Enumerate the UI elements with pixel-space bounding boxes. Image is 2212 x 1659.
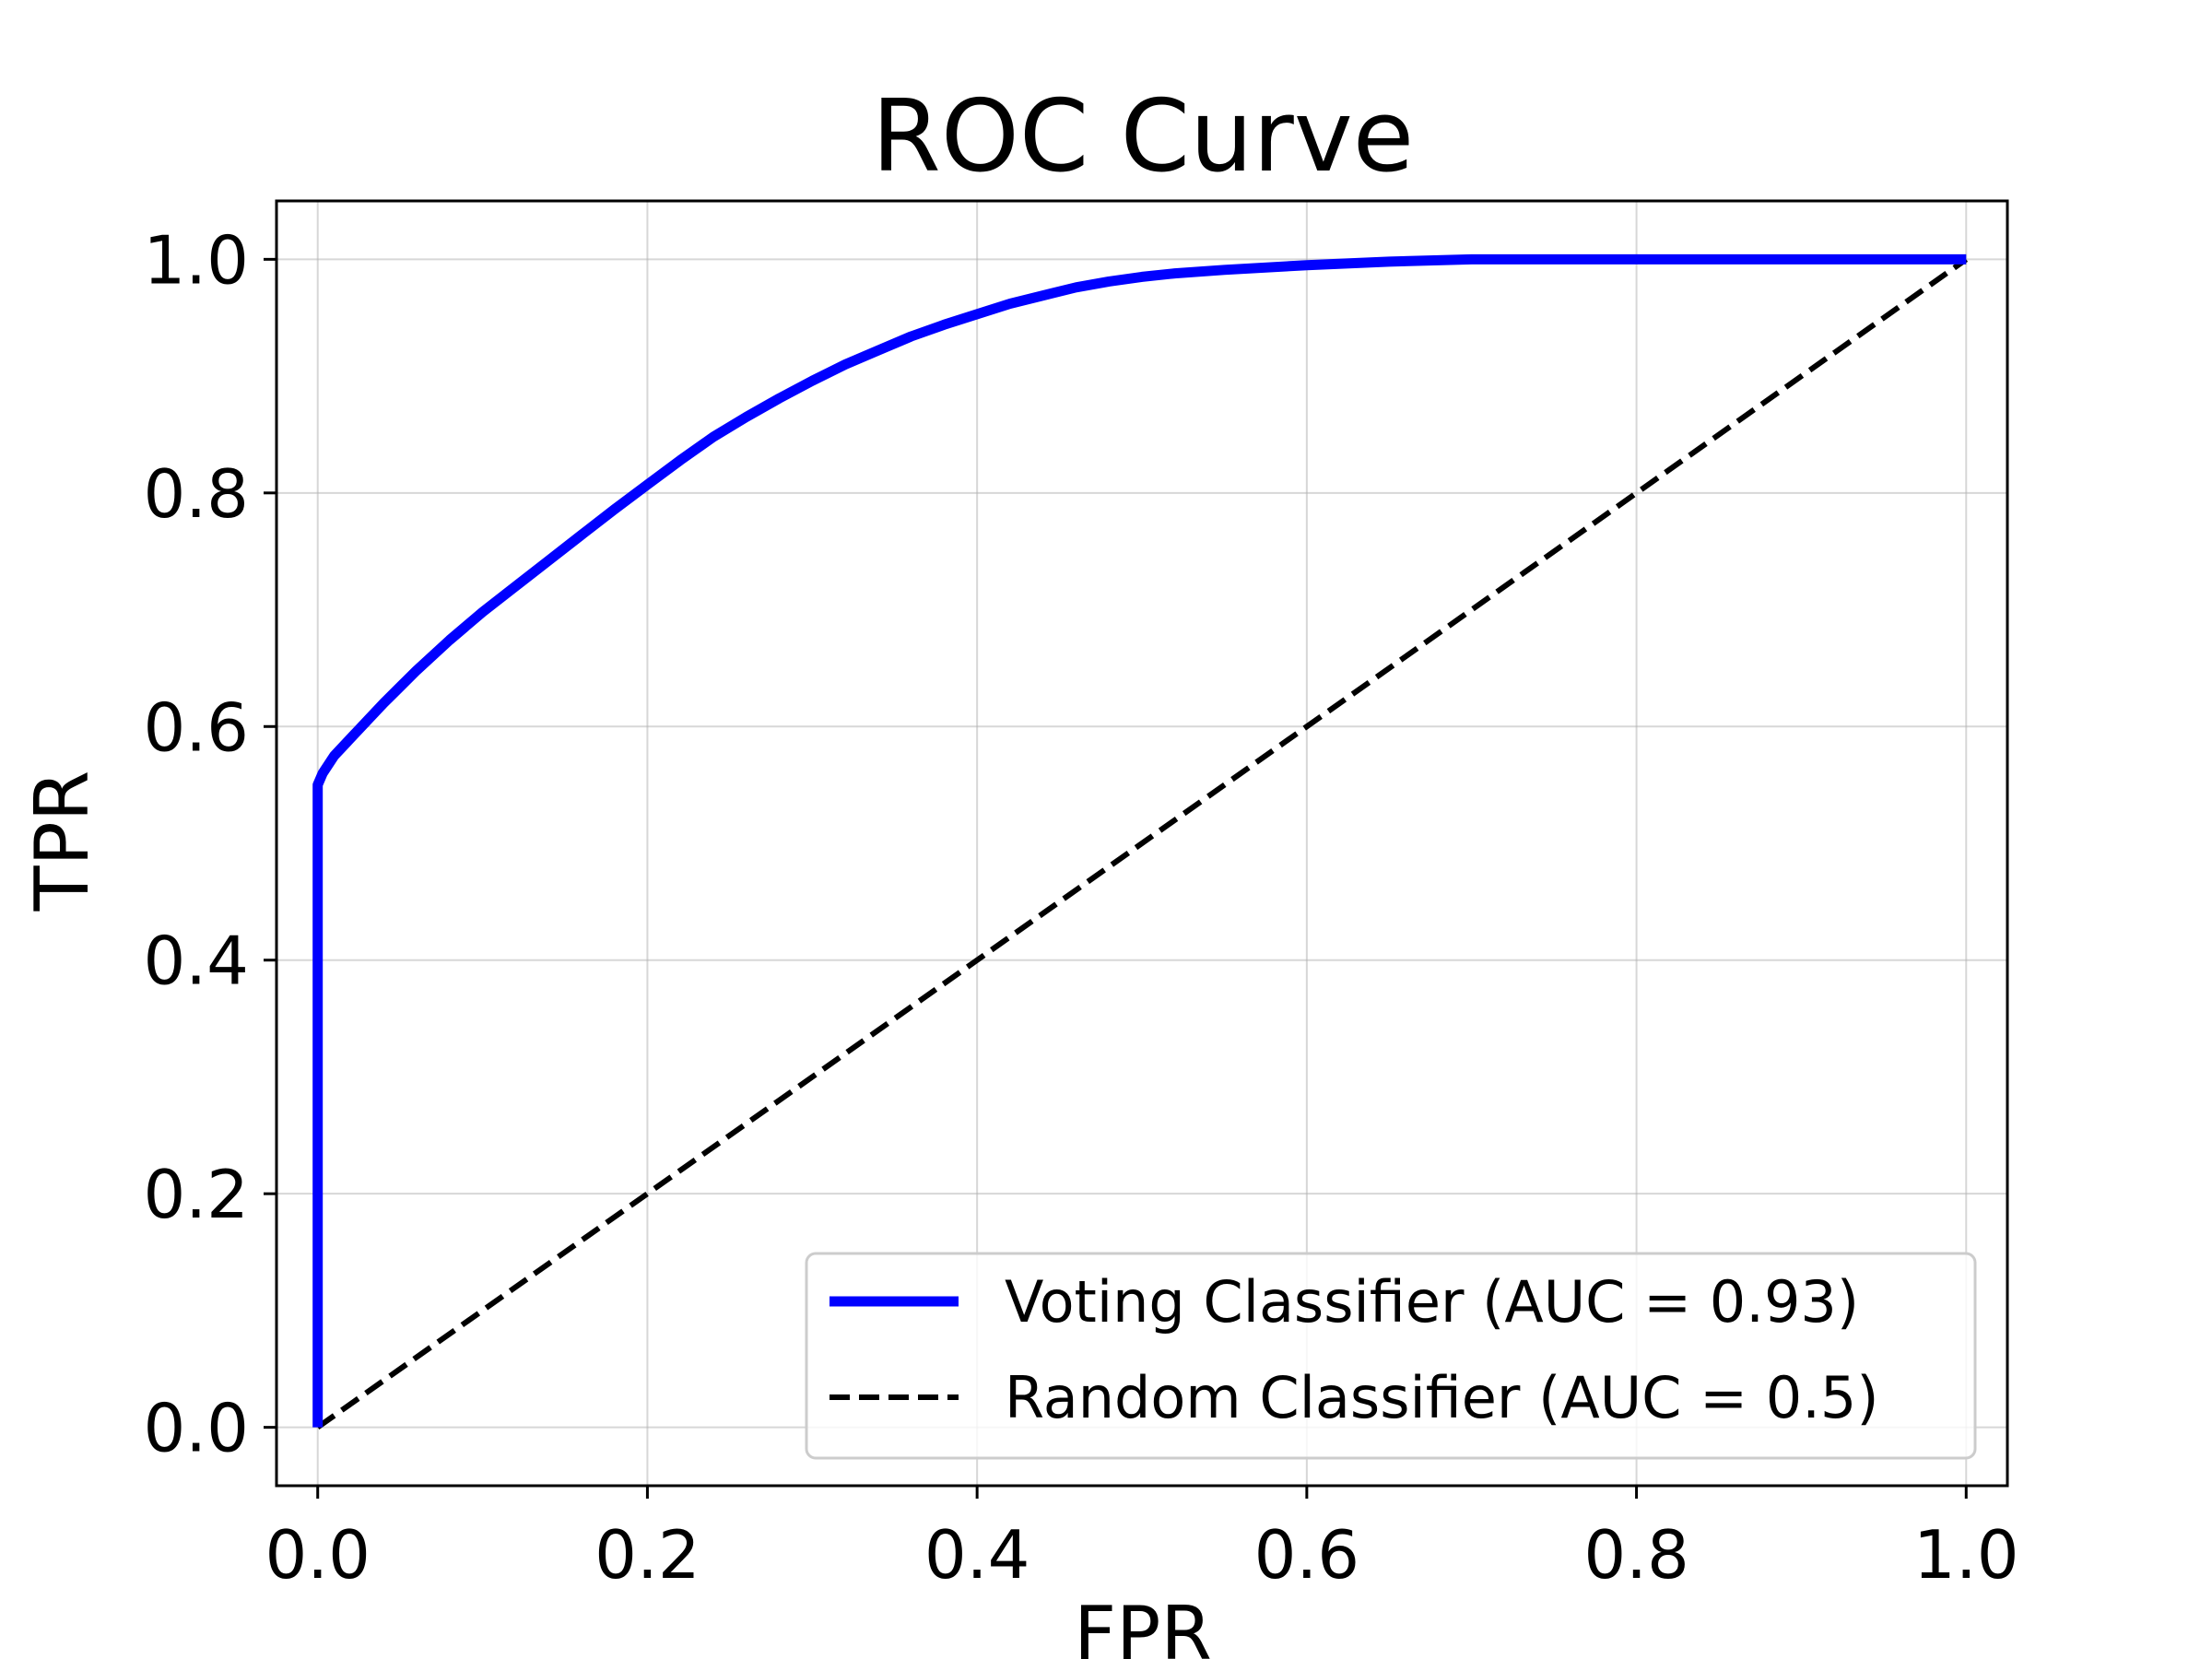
legend-label: Voting Classifier (AUC = 0.93): [1005, 1268, 1859, 1335]
voting-classifier-curve: [312, 253, 1967, 1428]
y-tick-label: 0.6: [143, 688, 249, 766]
y-tick-label: 0.8: [143, 455, 249, 533]
x-tick-label: 0.6: [1254, 1516, 1360, 1594]
legend-label: Random Classifier (AUC = 0.5): [1005, 1364, 1879, 1431]
x-tick-label: 1.0: [1913, 1516, 2019, 1594]
y-axis-label: TPR: [19, 771, 105, 912]
plot-series: [312, 253, 1969, 1430]
random-classifier-line: [315, 256, 1969, 1430]
x-tick-label: 0.8: [1583, 1516, 1689, 1594]
legend-box: [805, 1252, 1977, 1460]
legend: Voting Classifier (AUC = 0.93) Random Cla…: [805, 1252, 1977, 1460]
grid: [276, 201, 2007, 1486]
y-tick-label: 0.2: [143, 1156, 249, 1233]
x-tick-label: 0.2: [594, 1516, 700, 1594]
axis-ticks: 0.0 0.2 0.4 0.6 0.8 1.0 0.0 0.2 0.4 0.6 0.8 1.0: [143, 221, 2018, 1594]
x-tick-label: 0.0: [265, 1516, 371, 1594]
x-axis-label: FPR: [1074, 1591, 1212, 1659]
chart-title: ROC Curve: [872, 79, 1414, 194]
plot-frame: [275, 199, 2009, 1488]
y-tick-label: 0.4: [143, 923, 249, 1000]
x-tick-label: 0.4: [924, 1516, 1030, 1594]
y-tick-label: 1.0: [143, 221, 249, 299]
y-tick-label: 0.0: [143, 1390, 249, 1467]
